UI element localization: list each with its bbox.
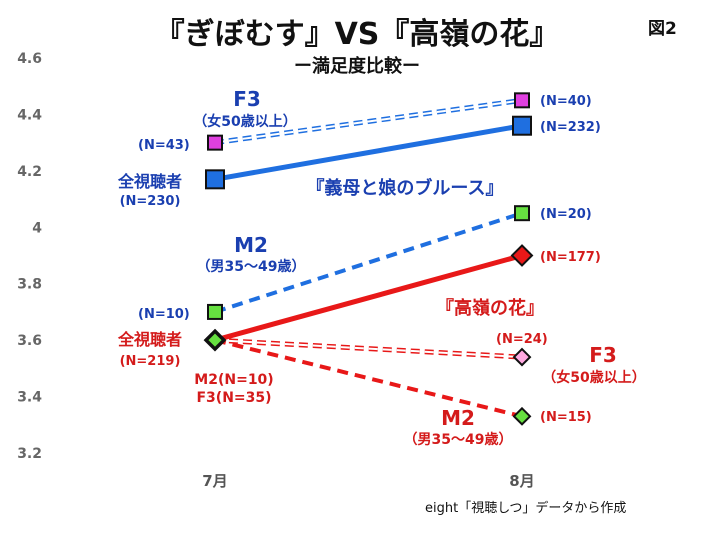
marker-gibo_f3-0 bbox=[207, 134, 223, 151]
x-tick-label: 8月 bbox=[509, 472, 534, 490]
marker-gibo_m2-1 bbox=[514, 205, 530, 222]
chart-subtitle: ー満足度比較ー bbox=[294, 55, 420, 77]
marker-takane_f3-1 bbox=[512, 347, 532, 367]
blue-f3-label: F3 bbox=[233, 87, 261, 111]
series-line-gibo_all bbox=[214, 123, 523, 182]
y-tick-label: 3.2 bbox=[17, 446, 42, 462]
y-tick-label: 4.6 bbox=[17, 51, 42, 67]
series-lines bbox=[214, 97, 523, 419]
n-label-gibo_all-1: (N=232) bbox=[540, 120, 601, 135]
n-labels: (N=43) (N=40) (N=232) (N=10) (N=20) (N=177) (N… bbox=[138, 94, 601, 425]
red-m2-label: M2 bbox=[441, 406, 475, 430]
n-label-gibo_f3-0: (N=43) bbox=[138, 138, 190, 153]
blue-all-label: 全視聴者 bbox=[117, 172, 182, 191]
y-tick-label: 4 bbox=[32, 220, 42, 236]
red-program-label: 『高嶺の花』 bbox=[436, 297, 544, 319]
red-m2-7-label: M2(N=10) bbox=[194, 372, 273, 388]
y-tick-label: 3.6 bbox=[17, 333, 42, 349]
series-line-inner-gibo_f3 bbox=[214, 99, 523, 144]
y-axis-ticks: 3.2 3.4 3.6 3.8 4 4.2 4.4 4.6 bbox=[17, 51, 42, 462]
y-tick-label: 4.4 bbox=[17, 107, 42, 123]
red-f3-sublabel: （女50歳以上） bbox=[542, 369, 645, 386]
blue-all-n-label: (N=230) bbox=[120, 194, 181, 209]
figure-label: 図2 bbox=[648, 19, 677, 39]
blue-m2-label: M2 bbox=[234, 233, 268, 257]
series-markers bbox=[203, 92, 534, 426]
blue-program-label: 『義母と娘のブルース』 bbox=[306, 177, 503, 199]
red-f3-label: F3 bbox=[589, 343, 617, 367]
n-label-takane_all-1: (N=177) bbox=[540, 250, 601, 265]
marker-gibo_m2-0 bbox=[207, 303, 223, 320]
n-label-takane_f3-1: (N=24) bbox=[496, 332, 548, 347]
series-line-inner-takane_f3 bbox=[214, 339, 523, 359]
n-label-gibo_f3-1: (N=40) bbox=[540, 94, 592, 109]
red-all-label: 全視聴者 bbox=[117, 330, 182, 349]
marker-gibo_f3-1 bbox=[514, 92, 530, 109]
red-all-n-label: (N=219) bbox=[120, 354, 181, 369]
n-label-takane_m2-1: (N=15) bbox=[540, 410, 592, 425]
chart-title: 『ぎぼむす』VS『高嶺の花』 bbox=[155, 17, 560, 52]
x-axis-ticks: 7月 8月 bbox=[202, 472, 534, 490]
red-m2-sublabel: （男35～49歳） bbox=[404, 431, 513, 448]
red-f3-7-label: F3(N=35) bbox=[196, 390, 271, 406]
marker-gibo_all-0 bbox=[205, 169, 225, 190]
marker-gibo_all-1 bbox=[512, 115, 532, 136]
marker-takane_all-1 bbox=[510, 244, 534, 267]
blue-m2-sublabel: （男35～49歳） bbox=[197, 258, 306, 275]
y-tick-label: 4.2 bbox=[17, 164, 42, 180]
series-line-takane_all bbox=[214, 253, 523, 343]
marker-takane_m2-0 bbox=[205, 330, 225, 350]
x-tick-label: 7月 bbox=[202, 472, 227, 490]
y-tick-label: 3.4 bbox=[17, 390, 42, 406]
source-note: eight「視聴しつ」データから作成 bbox=[425, 500, 626, 516]
y-tick-label: 3.8 bbox=[17, 277, 42, 293]
n-label-gibo_m2-0: (N=10) bbox=[138, 307, 190, 322]
marker-takane_m2-1 bbox=[512, 406, 532, 426]
blue-f3-sublabel: （女50歳以上） bbox=[193, 113, 296, 130]
n-label-gibo_m2-1: (N=20) bbox=[540, 207, 592, 222]
